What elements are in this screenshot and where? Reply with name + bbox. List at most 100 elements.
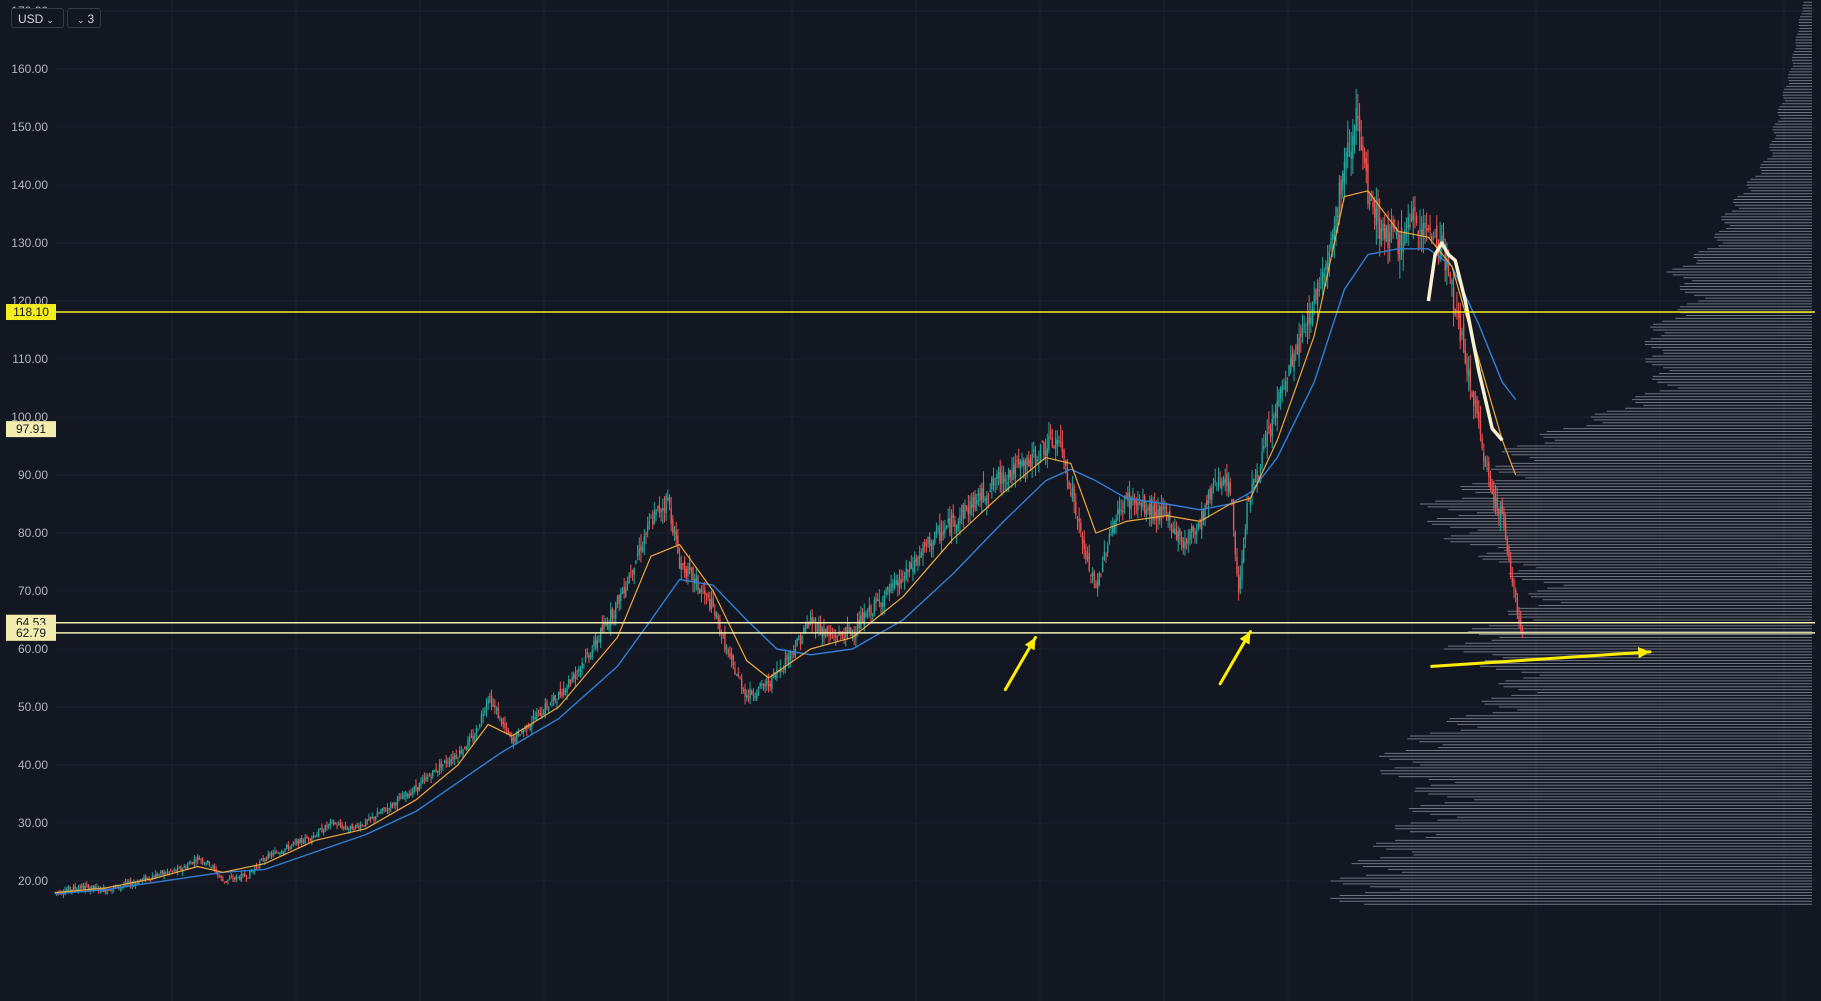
collapse-indicators-button[interactable]: ⌄ 3 [67, 8, 102, 28]
candle-body [415, 784, 417, 789]
candle-body [1306, 317, 1309, 327]
candle-body [989, 490, 991, 492]
candle-body [643, 536, 646, 545]
candle-body [626, 581, 629, 586]
candle-body [1330, 237, 1332, 250]
candle-body [173, 869, 175, 871]
candle-body [1488, 462, 1490, 477]
annotation-arrow[interactable] [1430, 650, 1652, 668]
candle-body [917, 557, 919, 565]
candle-body [1137, 502, 1139, 511]
candle-body [1313, 295, 1315, 305]
candle-body [621, 591, 624, 594]
candle-body [1009, 469, 1012, 477]
candle-body [756, 693, 758, 700]
candle-body [902, 579, 904, 581]
candle-body [762, 684, 765, 687]
candle-body [393, 802, 395, 805]
candle-body [1086, 556, 1089, 559]
candle-body [1021, 460, 1023, 467]
candle-body [190, 862, 192, 865]
candle-body [460, 751, 463, 753]
candle-body [925, 544, 928, 546]
candle-body [690, 568, 693, 571]
level-price-tag [6, 421, 56, 438]
ma-slow-line [54, 248, 1517, 895]
candle-body [1325, 263, 1327, 270]
candle-body [591, 650, 593, 658]
candle-body [138, 880, 140, 885]
candle-body [1467, 371, 1470, 377]
y-tick-label: 90.00 [18, 468, 48, 482]
candle-body [433, 770, 436, 773]
candle-body [1451, 279, 1453, 286]
candle-body [803, 627, 805, 633]
candle-body [566, 686, 568, 693]
candle-body [455, 755, 457, 758]
candle-body [312, 835, 315, 838]
candle-body [645, 532, 647, 536]
candle-body [665, 495, 667, 514]
level-price-label: 62.79 [16, 626, 46, 640]
candle-body [1360, 137, 1362, 151]
candle-body [344, 825, 347, 829]
candle-body [144, 875, 147, 881]
candle-body [1422, 223, 1425, 235]
y-tick-label: 130.00 [11, 236, 48, 250]
candle-body [599, 628, 602, 643]
candle-body [250, 871, 253, 873]
candle-body [935, 529, 938, 533]
candle-body [1056, 440, 1059, 445]
candle-body [1514, 590, 1517, 596]
candle-body [383, 807, 385, 810]
candle-body [155, 873, 157, 879]
candle-body [1399, 234, 1401, 260]
candle-body [784, 658, 787, 671]
candle-body [1189, 530, 1191, 541]
candle-body [79, 886, 81, 888]
candle-body [1048, 435, 1050, 450]
candle-body [1441, 235, 1443, 245]
currency-selector[interactable]: USD ⌄ [11, 8, 64, 28]
candle-body [499, 716, 501, 718]
candle-body [178, 867, 180, 869]
candle-body [427, 776, 429, 779]
candle-body [662, 507, 664, 512]
candle-body [1059, 437, 1062, 439]
candle-body [1315, 289, 1317, 301]
candle-body [1174, 528, 1176, 535]
candle-body [1244, 529, 1247, 540]
candle-body [1377, 199, 1379, 222]
candle-body [1274, 413, 1277, 417]
candle-body [769, 683, 771, 687]
candle-body [601, 624, 604, 632]
candle-body [1511, 577, 1514, 583]
candle-body [1281, 385, 1284, 393]
candle-body [428, 774, 431, 777]
candle-body [920, 552, 923, 558]
candle-body [448, 761, 451, 763]
candle-body [542, 712, 545, 714]
candle-body [537, 709, 540, 711]
candle-body [321, 827, 323, 833]
candle-body [804, 627, 807, 632]
candle-body [1459, 314, 1461, 342]
candle-body [284, 848, 286, 852]
candle-body [732, 656, 734, 666]
candle-body [208, 861, 211, 866]
candle-body [789, 651, 792, 660]
candle-body [994, 484, 996, 486]
candle-body [222, 879, 224, 882]
candle-body [1058, 440, 1060, 443]
candle-body [1410, 214, 1413, 222]
candle-body [443, 760, 446, 763]
candle-body [1271, 418, 1273, 436]
candle-body [757, 686, 760, 696]
candle-body [865, 612, 867, 617]
candle-body [304, 837, 306, 843]
candle-body [628, 574, 630, 584]
candle-body [1434, 232, 1436, 234]
candle-body [153, 876, 155, 878]
candle-body [699, 590, 701, 594]
